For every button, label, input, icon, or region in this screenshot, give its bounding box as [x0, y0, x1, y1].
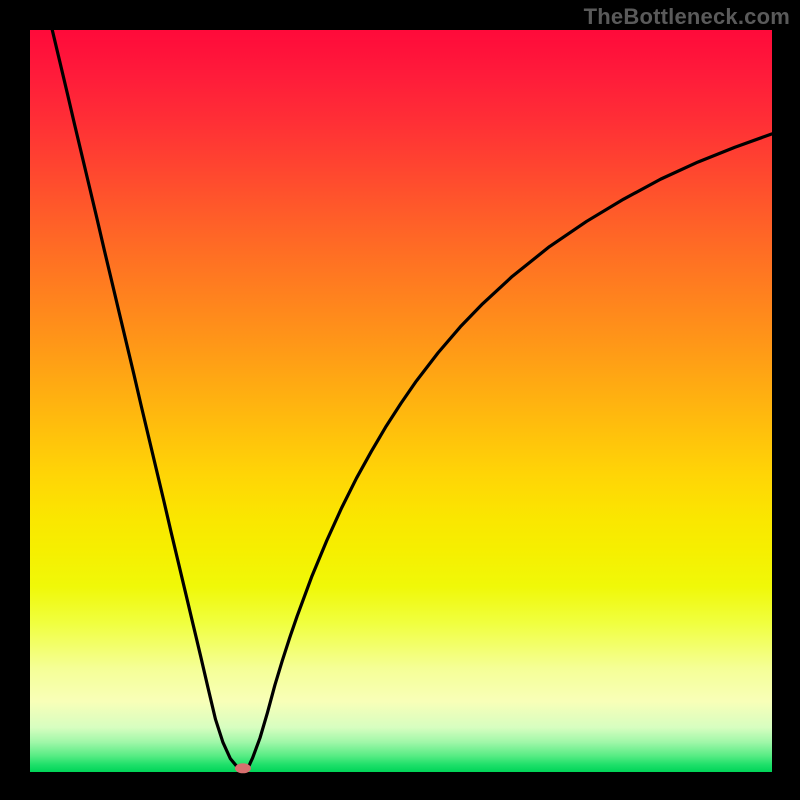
chart-svg [0, 0, 800, 800]
optimal-point-marker [235, 763, 251, 773]
watermark-text: TheBottleneck.com [584, 4, 790, 30]
bottleneck-chart: TheBottleneck.com [0, 0, 800, 800]
